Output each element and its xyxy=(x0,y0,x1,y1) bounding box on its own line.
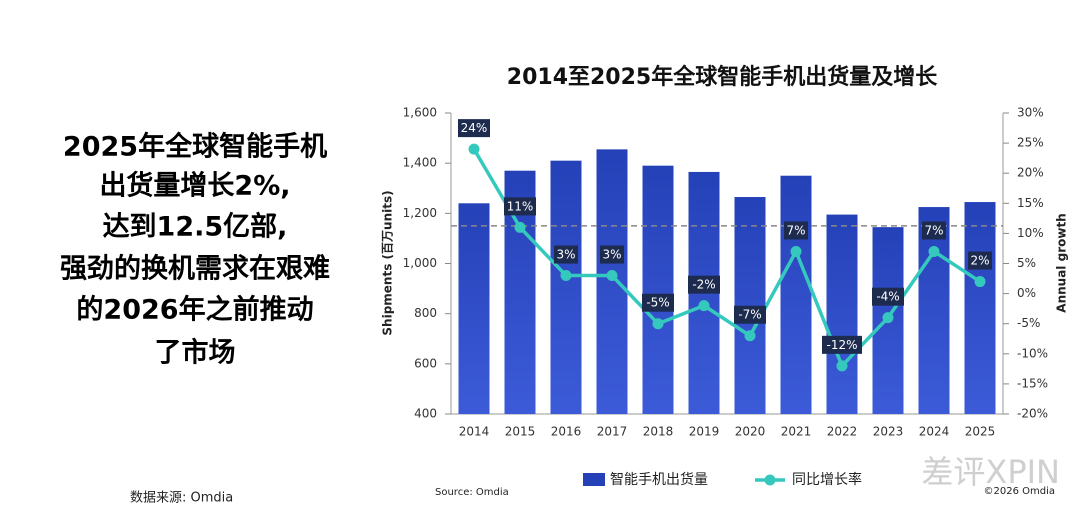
y-tick-label: 1,600 xyxy=(403,106,437,120)
y2-tick-label: 0% xyxy=(1017,286,1036,300)
bar xyxy=(826,214,858,414)
y2-tick-label: 25% xyxy=(1017,136,1044,150)
value-label: 2% xyxy=(970,254,989,268)
bar xyxy=(964,202,996,414)
growth-point xyxy=(514,221,526,233)
value-label-box xyxy=(688,275,720,294)
y-axis-label: Shipments (百万units) xyxy=(381,190,395,335)
x-tick-label: 2024 xyxy=(919,425,950,439)
headline-line: 了市场 xyxy=(155,337,236,369)
growth-line xyxy=(472,148,981,370)
y-tick-label: 1,400 xyxy=(403,156,437,170)
value-label-box xyxy=(968,251,992,270)
data-source: 数据来源: Omdia xyxy=(130,491,233,506)
value-label: -7% xyxy=(738,308,761,322)
y2-tick-label: -10% xyxy=(1017,346,1048,360)
growth-point xyxy=(652,318,664,330)
headline-line: 2025年全球智能手机 xyxy=(63,131,327,163)
y2-tick-label: -15% xyxy=(1017,376,1048,390)
legend-label: 同比增长率 xyxy=(792,471,862,488)
value-label: 3% xyxy=(556,248,575,262)
y2-tick-label: 30% xyxy=(1017,106,1044,120)
growth-point xyxy=(744,330,756,342)
growth-point xyxy=(606,270,618,282)
bar xyxy=(918,207,950,414)
value-label-box xyxy=(822,335,862,354)
growth-point xyxy=(560,270,572,282)
y-tick-label: 1,200 xyxy=(403,206,437,220)
value-label: -5% xyxy=(646,296,669,310)
x-tick-label: 2018 xyxy=(643,425,674,439)
y-tick-label: 400 xyxy=(414,407,437,421)
growth-point xyxy=(836,360,848,372)
value-label: 3% xyxy=(602,248,621,262)
value-label: 7% xyxy=(924,223,943,237)
headline-line: 达到12.5亿部, xyxy=(103,211,288,243)
value-label-box xyxy=(504,197,536,216)
chart-title: 2014至2025年全球智能手机出货量及增长 xyxy=(507,64,938,90)
y-tick-label: 800 xyxy=(414,306,437,320)
y2-tick-label: -5% xyxy=(1017,316,1040,330)
x-tick-label: 2023 xyxy=(873,425,904,439)
x-tick-label: 2022 xyxy=(827,425,858,439)
y2-tick-label: -20% xyxy=(1017,407,1048,421)
y2-tick-label: 10% xyxy=(1017,226,1044,240)
bar xyxy=(596,149,628,414)
value-label-box xyxy=(458,119,490,138)
legend-label: 智能手机出货量 xyxy=(610,471,708,488)
growth-point xyxy=(928,245,940,257)
y2-tick-label: 5% xyxy=(1017,256,1036,270)
value-label-box xyxy=(784,221,808,240)
x-tick-label: 2019 xyxy=(689,425,720,439)
y2-tick-label: 20% xyxy=(1017,166,1044,180)
value-label: -2% xyxy=(692,278,715,292)
x-tick-label: 2020 xyxy=(735,425,766,439)
bar xyxy=(550,160,582,414)
x-tick-label: 2017 xyxy=(597,425,628,439)
growth-point xyxy=(468,143,480,155)
x-tick-label: 2016 xyxy=(551,425,582,439)
growth-point xyxy=(698,300,710,312)
watermark: 差评XPIN xyxy=(921,453,1060,491)
value-label-box xyxy=(922,221,946,240)
x-tick-label: 2025 xyxy=(965,425,996,439)
headline-line: 的2026年之前推动 xyxy=(76,294,313,326)
legend-dot xyxy=(764,474,776,486)
value-label: 24% xyxy=(461,121,488,135)
x-tick-label: 2021 xyxy=(781,425,812,439)
value-label: 11% xyxy=(507,199,534,213)
bar xyxy=(780,175,812,414)
y2-axis-label: Annual growth xyxy=(1055,213,1069,312)
legend-swatch xyxy=(583,473,605,486)
value-label-box xyxy=(642,293,674,312)
y-tick-label: 1,000 xyxy=(403,256,437,270)
growth-point xyxy=(882,312,894,324)
x-tick-label: 2014 xyxy=(459,425,490,439)
value-label: -4% xyxy=(876,290,899,304)
y-tick-label: 600 xyxy=(414,356,437,370)
value-label-box xyxy=(554,245,578,264)
bar xyxy=(642,165,674,414)
x-tick-label: 2015 xyxy=(505,425,536,439)
value-label-box xyxy=(600,245,624,264)
headline-line: 出货量增长2%, xyxy=(99,170,290,202)
growth-point xyxy=(974,276,986,288)
copyright: ©2026 Omdia xyxy=(984,486,1056,497)
headline-line: 强劲的换机需求在艰难 xyxy=(60,253,330,285)
value-label-box xyxy=(734,305,766,324)
bar xyxy=(734,197,766,414)
value-label-box xyxy=(872,287,904,306)
bar xyxy=(458,203,490,414)
value-label: -12% xyxy=(826,338,857,352)
source: Source: Omdia xyxy=(435,487,509,498)
growth-point xyxy=(790,245,802,257)
y2-tick-label: 15% xyxy=(1017,196,1044,210)
value-label: 7% xyxy=(786,223,805,237)
